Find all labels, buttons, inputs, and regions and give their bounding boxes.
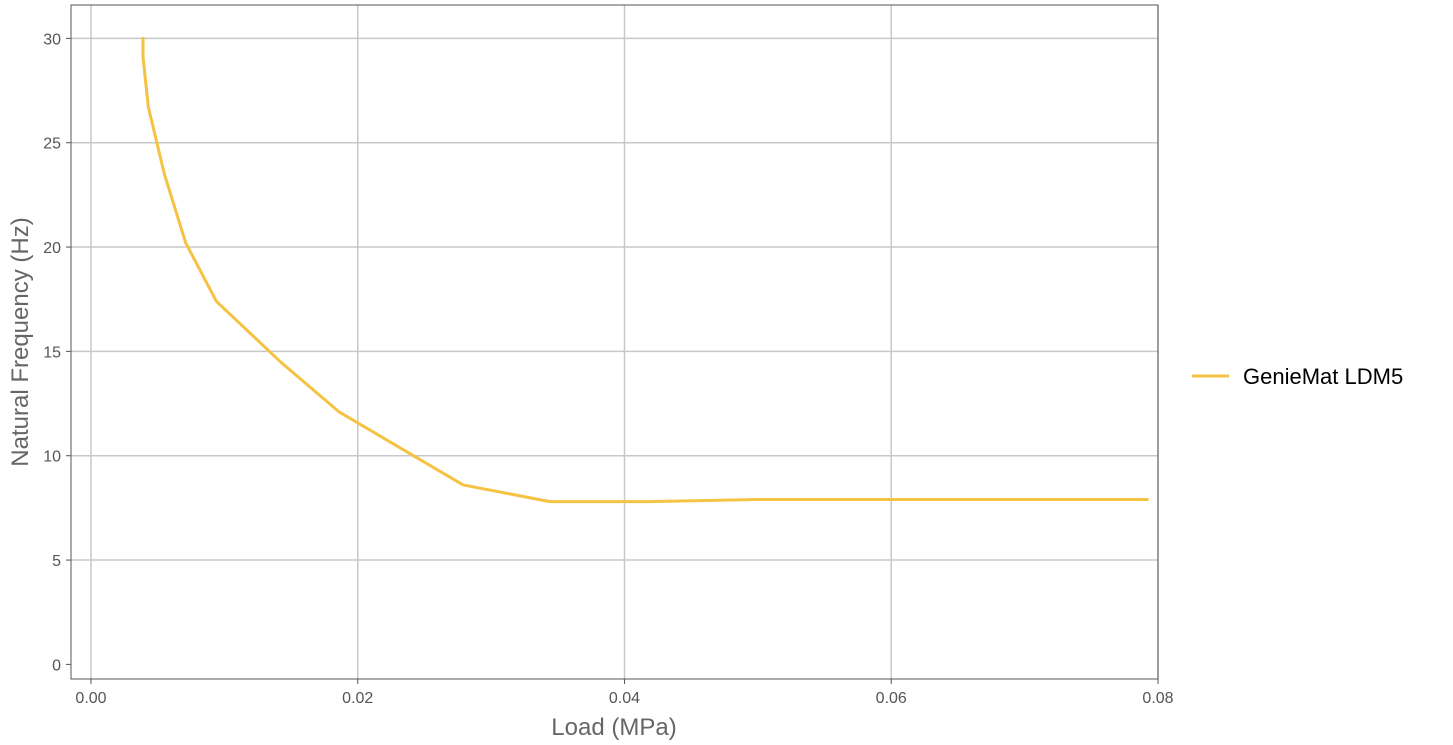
x-axis-title: Load (MPa) <box>551 714 676 741</box>
y-tick-label: 0 <box>52 657 61 674</box>
y-tick-label: 20 <box>43 240 61 257</box>
x-tick-label: 0.06 <box>876 690 907 707</box>
legend-label: GenieMat LDM5 <box>1243 364 1403 389</box>
y-axis: 0 5 10 15 20 25 30 <box>43 31 71 674</box>
series-layer <box>141 36 1149 504</box>
y-tick-label: 15 <box>43 344 61 361</box>
plot-frame <box>70 4 1159 680</box>
y-tick-label: 5 <box>52 553 61 570</box>
grid <box>71 5 1159 679</box>
legend: GenieMat LDM5 <box>1192 364 1403 389</box>
x-tick-label: 0.00 <box>75 690 106 707</box>
x-axis: 0.00 0.02 0.04 0.06 0.08 <box>75 679 1174 707</box>
y-tick-label: 25 <box>43 136 61 153</box>
series-line-0 <box>141 36 1149 504</box>
y-tick-label: 30 <box>43 31 61 48</box>
y-tick-label: 10 <box>43 449 61 466</box>
x-tick-label: 0.04 <box>609 690 640 707</box>
x-tick-label: 0.08 <box>1142 690 1173 707</box>
x-tick-label: 0.02 <box>342 690 373 707</box>
y-axis-title: Natural Frequency (Hz) <box>7 217 34 466</box>
